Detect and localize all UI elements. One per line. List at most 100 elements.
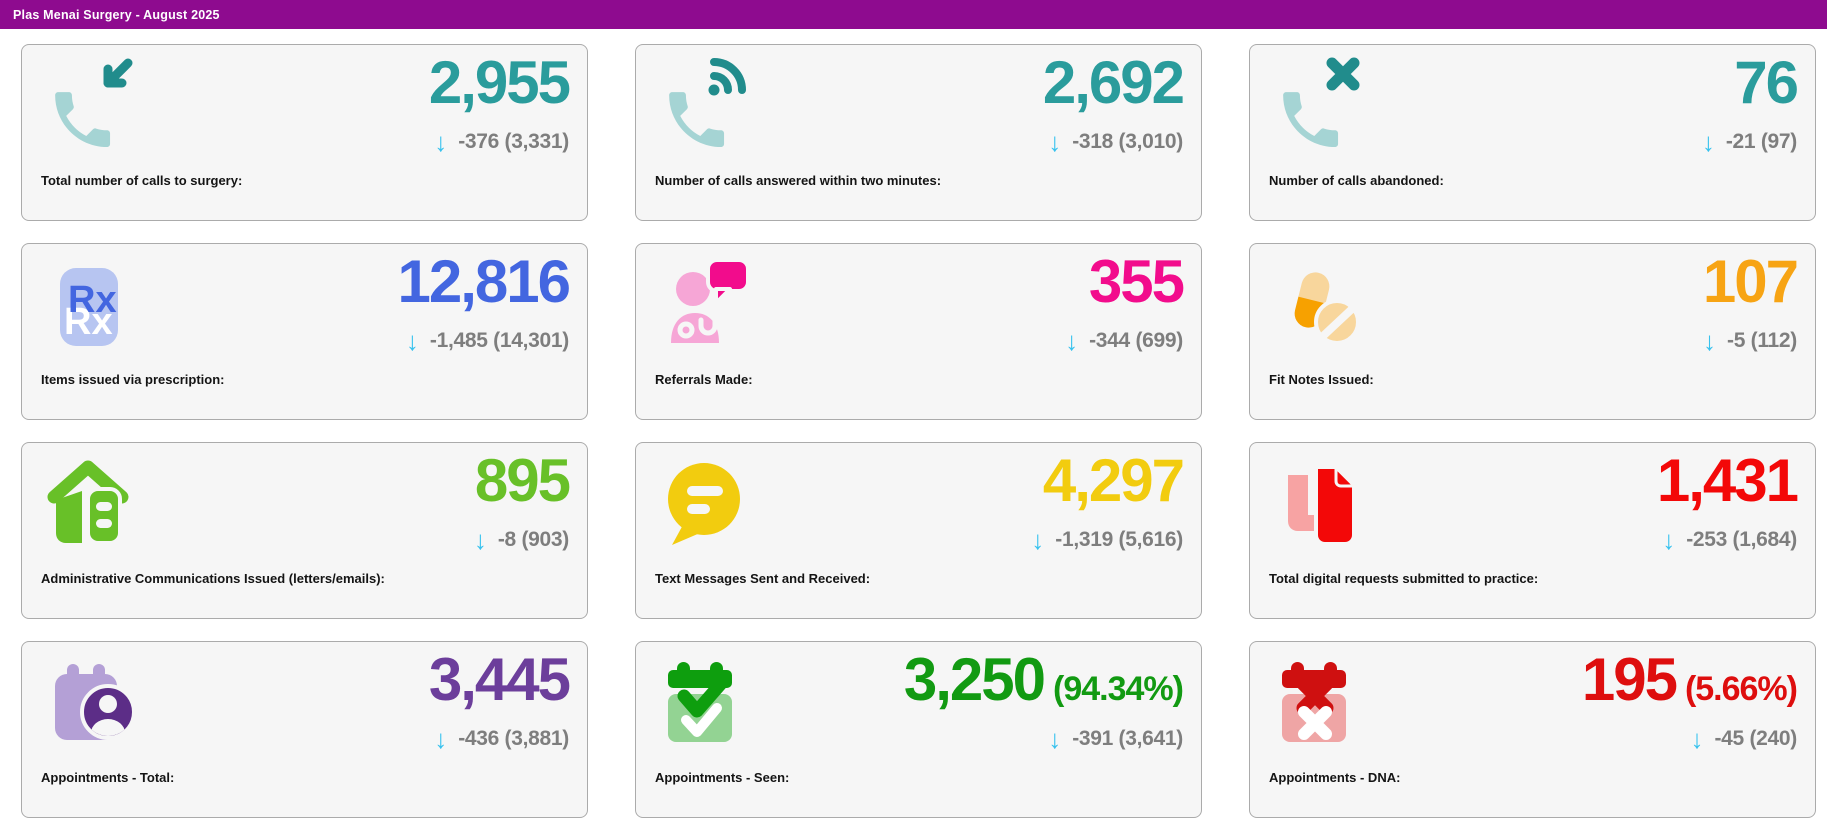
stat-change-text: -1,319 (5,616) [1055,528,1183,551]
stat-card-fit-notes: 107 ↓ -5 (112) Fit Notes Issued: [1249,243,1816,420]
stat-card-admin-comms: 895 ↓ -8 (903) Administrative Communicat… [21,442,588,619]
stat-label: Appointments - Total: [41,770,175,785]
stat-change-text: -318 (3,010) [1072,130,1183,153]
stat-change-text: -391 (3,641) [1072,727,1183,750]
stat-value: 355 [1088,248,1185,315]
down-arrow-icon: ↓ [1703,326,1717,356]
stat-value-block: 4,297 [1042,447,1185,514]
down-arrow-icon: ↓ [473,525,487,555]
stat-value-block: 355 [1088,248,1185,315]
down-arrow-icon: ↓ [1031,525,1045,555]
referral-icon [658,256,758,356]
stat-label: Number of calls abandoned: [1269,173,1444,188]
stat-change-text: -436 (3,881) [458,727,569,750]
stat-change-text: -8 (903) [497,528,569,551]
stat-card-text-messages: 4,297 ↓ -1,319 (5,616) Text Messages Sen… [635,442,1202,619]
stat-label: Administrative Communications Issued (le… [41,571,385,586]
speech-bubble-icon [658,455,758,555]
stat-change-text: -253 (1,684) [1686,528,1797,551]
header-bar: Plas Menai Surgery - August 2025 [0,0,1827,29]
stat-value-block: 76 [1734,49,1799,116]
stat-change: ↓ -1,485 (14,301) [406,328,569,354]
stat-label: Referrals Made: [655,372,753,387]
prescription-icon: Rx Rx [44,256,144,356]
stat-label: Total number of calls to surgery: [41,173,243,188]
stat-label: Text Messages Sent and Received: [655,571,871,586]
down-arrow-icon: ↓ [1701,127,1715,157]
stat-change: ↓ -1,319 (5,616) [1031,527,1183,553]
stat-value: 1,431 [1656,447,1799,514]
stat-card-referrals: 355 ↓ -344 (699) Referrals Made: [635,243,1202,420]
stat-value-block: 107 [1702,248,1799,315]
stat-cards-grid: 2,955 ↓ -376 (3,331) Total number of cal… [21,44,1816,818]
stat-value: 3,250 [903,646,1046,713]
stat-value-block: 2,955 [428,49,571,116]
stat-card-digital-requests: 1,431 ↓ -253 (1,684) Total digital reque… [1249,442,1816,619]
down-arrow-icon: ↓ [1065,326,1079,356]
stat-change-text: -5 (112) [1727,329,1797,352]
svg-text:Rx: Rx [64,301,113,343]
svg-text:Rx: Rx [68,279,117,321]
stat-change-text: -21 (97) [1725,130,1797,153]
stat-card-prescriptions: Rx Rx 12,816 ↓ -1,485 (14,301) Items iss… [21,243,588,420]
stat-percent: (5.66%) [1684,670,1798,708]
stat-label: Items issued via prescription: [41,372,225,387]
calendar-person-icon [44,654,144,754]
stat-card-calls-total: 2,955 ↓ -376 (3,331) Total number of cal… [21,44,588,221]
stat-value: 4,297 [1042,447,1185,514]
stat-change: ↓ -21 (97) [1702,129,1797,155]
stat-value: 195 [1581,646,1678,713]
stat-label: Number of calls answered within two minu… [655,173,942,188]
pills-icon [1272,256,1372,356]
phone-abandoned-icon [1272,57,1372,157]
down-arrow-icon: ↓ [1048,127,1062,157]
down-arrow-icon: ↓ [1048,724,1062,754]
calendar-check-icon [658,654,758,754]
stat-change-text: -376 (3,331) [458,130,569,153]
stat-value-block: 12,816 [397,248,571,315]
calendar-x-icon [1272,654,1372,754]
stat-change: ↓ -344 (699) [1065,328,1183,354]
stat-label: Appointments - DNA: [1269,770,1401,785]
stat-change: ↓ -253 (1,684) [1662,527,1797,553]
down-arrow-icon: ↓ [434,724,448,754]
house-document-icon [44,455,144,555]
stat-value: 2,692 [1042,49,1185,116]
stat-card-appointments-dna: 195 (5.66%) ↓ -45 (240) Appointments - D… [1249,641,1816,818]
stat-card-appointments-seen: 3,250 (94.34%) ↓ -391 (3,641) Appointmen… [635,641,1202,818]
stat-change: ↓ -8 (903) [474,527,569,553]
stat-card-appointments-total: 3,445 ↓ -436 (3,881) Appointments - Tota… [21,641,588,818]
stat-change: ↓ -391 (3,641) [1048,726,1183,752]
stat-change: ↓ -376 (3,331) [434,129,569,155]
stat-value-block: 3,445 [428,646,571,713]
stat-value-block: 195 (5.66%) [1581,646,1798,713]
stat-change: ↓ -436 (3,881) [434,726,569,752]
stat-value: 12,816 [397,248,571,315]
phone-answered-icon [658,57,758,157]
stat-card-calls-abandoned: 76 ↓ -21 (97) Number of calls abandoned: [1249,44,1816,221]
down-arrow-icon: ↓ [1690,724,1704,754]
down-arrow-icon: ↓ [434,127,448,157]
stat-label: Appointments - Seen: [655,770,790,785]
stat-change: ↓ -5 (112) [1703,328,1797,354]
stat-value-block: 895 [475,451,571,511]
stat-change-text: -1,485 (14,301) [429,329,569,352]
stat-percent: (94.34%) [1053,670,1184,708]
digital-document-icon [1272,455,1372,555]
stat-value-block: 1,431 [1656,447,1799,514]
stat-card-calls-answered: 2,692 ↓ -318 (3,010) Number of calls ans… [635,44,1202,221]
stat-change-text: -344 (699) [1089,329,1183,352]
stat-value: 107 [1702,248,1799,315]
stat-value: 76 [1734,49,1799,116]
down-arrow-icon: ↓ [405,326,419,356]
stat-value: 2,955 [428,49,571,116]
page-title: Plas Menai Surgery - August 2025 [13,7,220,22]
stat-value-block: 3,250 (94.34%) [903,646,1184,713]
stat-label: Total digital requests submitted to prac… [1269,571,1539,586]
stat-label: Fit Notes Issued: [1269,372,1374,387]
stat-value: 3,445 [428,646,571,713]
stat-change: ↓ -45 (240) [1690,726,1797,752]
phone-incoming-icon [44,57,144,157]
down-arrow-icon: ↓ [1662,525,1676,555]
stat-change-text: -45 (240) [1714,727,1797,750]
